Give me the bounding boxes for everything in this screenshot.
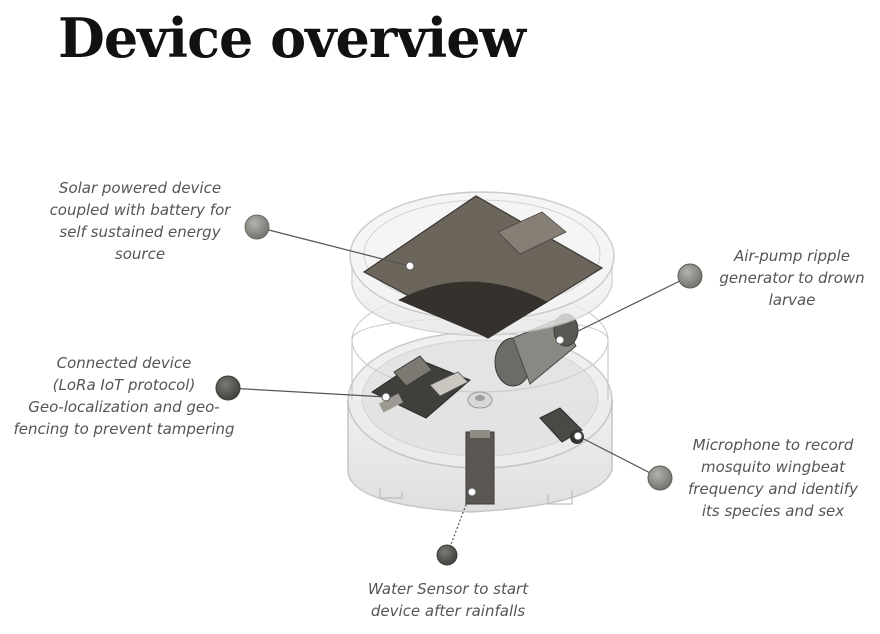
leader-lines [227, 226, 691, 556]
solar-panel [362, 195, 604, 339]
water-sensor-callout-line-2: device after rainfalls [370, 602, 526, 620]
solar-marker [244, 214, 270, 240]
solar-callout-line-3: self sustained energy [59, 223, 221, 241]
microphone-marker [647, 465, 673, 491]
water-sensor-callout-label: Water Sensor to start device after rainf… [338, 578, 558, 622]
microphone-callout-line-2: mosquito wingbeat [701, 458, 845, 476]
electronics-board [370, 355, 471, 419]
air-pump-marker [677, 263, 703, 289]
microphone-leader-line [577, 435, 661, 479]
microphone-anchor-dot [573, 431, 583, 441]
microphone-callout-line-4: its species and sex [701, 502, 845, 520]
connected-leader-line [227, 387, 387, 398]
connected-callout-line-4: fencing to prevent tampering [13, 420, 235, 438]
connected-anchor-dot [381, 392, 391, 402]
air-pump-callout-line-3: larvae [768, 291, 816, 309]
air-pump-anchor-dot [555, 335, 565, 345]
connected-callout-line-1: Connected device [56, 354, 192, 372]
water-sensor-marker [436, 544, 458, 566]
connected-callout-line-3: Geo-localization and geo- [28, 398, 220, 416]
solar-callout-line-2: coupled with battery for [49, 201, 231, 219]
water-sensor-anchor-dot [467, 487, 477, 497]
water-sensor-leader-line [446, 493, 471, 556]
solar-leader-line [256, 226, 411, 267]
connected-marker [215, 375, 241, 401]
solar-anchor-dot [405, 261, 415, 271]
connected-callout-line-2: (LoRa IoT protocol) [52, 376, 196, 394]
air-pump-callout-line-2: generator to drown [719, 269, 865, 287]
solar-callout-line-1: Solar powered device [58, 179, 222, 197]
microphone-callout-line-3: frequency and identify [688, 480, 858, 498]
solar-callout-label: Solar powered device coupled with batter… [20, 177, 260, 265]
center-spindle [467, 391, 493, 409]
water-sensor-component [465, 430, 495, 505]
callout-markers [215, 214, 703, 566]
water-sensor-callout-line-1: Water Sensor to start [367, 580, 529, 598]
connected-callout-label: Connected device (LoRa IoT protocol) Geo… [4, 352, 244, 440]
air-pump-leader-line [559, 275, 691, 341]
air-pump-callout-label: Air-pump ripple generator to drown larva… [692, 245, 880, 311]
microphone-callout-label: Microphone to record mosquito wingbeat f… [668, 434, 878, 522]
solar-callout-line-4: source [114, 245, 166, 263]
page-title: Device overview [58, 6, 526, 70]
air-pump-callout-line-1: Air-pump ripple [734, 247, 850, 265]
microphone-callout-line-1: Microphone to record [692, 436, 854, 454]
